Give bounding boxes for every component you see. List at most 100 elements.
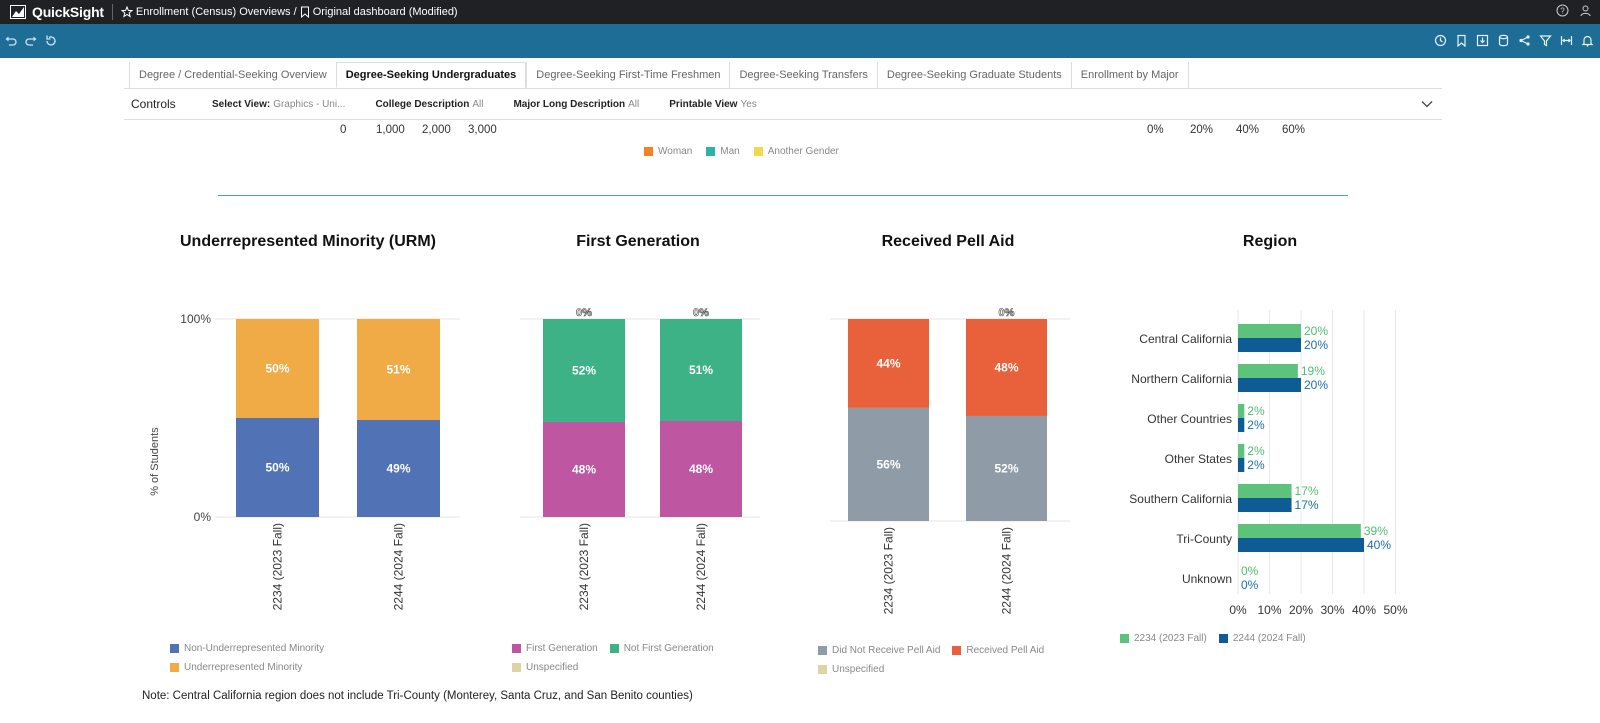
bell-icon[interactable]	[1581, 34, 1594, 47]
tab-graduate-students[interactable]: Degree-Seeking Graduate Students	[876, 62, 1071, 88]
major-label: Major Long Description	[513, 99, 626, 110]
x-tick: 1,000	[376, 124, 405, 136]
fit-width-icon[interactable]	[1560, 34, 1573, 47]
data-label: 44%	[876, 356, 900, 370]
data-label: 20%	[1304, 338, 1328, 352]
printable-view-control[interactable]: Printable View Yes	[669, 98, 757, 110]
legend-swatch	[512, 644, 521, 653]
export-icon[interactable]	[1476, 34, 1489, 47]
legend-label: Another Gender	[767, 146, 839, 157]
college-label: College Description	[375, 99, 470, 110]
y-category-label: Northern California	[1131, 372, 1232, 386]
reset-icon[interactable]	[44, 34, 58, 48]
bar-segment	[543, 319, 625, 422]
bar	[1238, 338, 1301, 352]
redo-icon[interactable]	[24, 34, 38, 48]
bookmark-toolbar-icon[interactable]	[1455, 34, 1468, 47]
data-label: 0%	[999, 307, 1015, 319]
filter-icon[interactable]	[1539, 34, 1552, 47]
y-category-label: Other Countries	[1147, 412, 1232, 426]
bar-segment	[357, 419, 440, 517]
x-tick: 50%	[1383, 603, 1407, 617]
legend-label: Unspecified	[526, 662, 579, 673]
bar	[1238, 444, 1245, 458]
breadcrumb-analysis[interactable]: Enrollment (Census) Overviews /	[135, 6, 297, 18]
legend-swatch	[170, 644, 179, 653]
tab-credential-seeking-overview[interactable]: Degree / Credential-Seeking Overview	[129, 62, 336, 88]
legend-label: Not First Generation	[623, 643, 714, 654]
legend-item-first-generation[interactable]: First Generation	[512, 643, 598, 654]
legend-item-man[interactable]: Man	[706, 146, 740, 157]
data-label: 48%	[994, 360, 1018, 374]
legend-item-unspecified[interactable]: Unspecified	[512, 662, 714, 673]
controls-title: Controls	[131, 97, 176, 111]
legend-item-non-urm[interactable]: Non-Underrepresented Minority	[170, 643, 324, 654]
data-label: 20%	[1304, 324, 1328, 338]
data-label: 17%	[1295, 484, 1319, 498]
legend-item-did-not-receive-pell[interactable]: Did Not Receive Pell Aid	[818, 645, 940, 656]
pell-chart-title: Received Pell Aid	[881, 233, 1015, 250]
tab-enrollment-by-major[interactable]: Enrollment by Major	[1070, 62, 1189, 88]
section-divider	[218, 195, 1348, 196]
divider	[111, 4, 113, 20]
undo-icon[interactable]	[4, 34, 18, 48]
user-icon[interactable]	[1579, 4, 1592, 17]
legend-swatch	[706, 147, 716, 156]
data-label: 0%	[576, 307, 592, 319]
printable-value: Yes	[740, 99, 757, 110]
legend-swatch	[1120, 634, 1129, 643]
bar	[1238, 418, 1245, 432]
legend-item-received-pell[interactable]: Received Pell Aid	[952, 645, 1044, 656]
data-label: 0%	[693, 307, 709, 319]
data-label: 51%	[689, 363, 713, 377]
tab-transfers[interactable]: Degree-Seeking Transfers	[729, 62, 876, 88]
footnote: Note: Central California region does not…	[142, 690, 693, 702]
bar-segment	[236, 319, 319, 418]
legend-item-woman[interactable]: Woman	[644, 146, 692, 157]
tab-first-time-freshmen[interactable]: Degree-Seeking First-Time Freshmen	[526, 62, 729, 88]
toolbar	[0, 24, 1600, 58]
data-label: 51%	[386, 362, 410, 376]
bar-segment	[848, 319, 929, 408]
region-legend: 2234 (2023 Fall) 2244 (2024 Fall)	[1120, 633, 1306, 652]
major-control[interactable]: Major Long Description All	[513, 98, 639, 110]
x-tick: 0	[340, 124, 347, 136]
x-tick: 30%	[1320, 603, 1344, 617]
select-view-control[interactable]: Select View: Graphics - Uni...	[212, 98, 345, 110]
clock-icon[interactable]	[1434, 34, 1447, 47]
legend-item-not-first-generation[interactable]: Not First Generation	[609, 643, 714, 654]
data-label: 40%	[1367, 538, 1391, 552]
breadcrumb-sheet[interactable]: Original dashboard (Modified)	[312, 6, 458, 18]
legend-item-2023-fall[interactable]: 2234 (2023 Fall)	[1120, 633, 1207, 644]
x-tick: 10%	[1257, 603, 1281, 617]
x-tick: 3,000	[468, 124, 497, 136]
college-control[interactable]: College Description All	[375, 98, 483, 110]
breadcrumb: Enrollment (Census) Overviews / Original…	[120, 6, 461, 18]
quicksight-logo[interactable]: QuickSight	[0, 0, 104, 24]
legend-item-2024-fall[interactable]: 2244 (2024 Fall)	[1218, 633, 1306, 644]
legend-item-another-gender[interactable]: Another Gender	[753, 146, 839, 157]
y-axis-label: % of Students	[149, 427, 161, 496]
dataset-icon[interactable]	[1497, 34, 1510, 47]
data-label: 20%	[1304, 378, 1328, 392]
y-category-label: Unknown	[1182, 572, 1232, 586]
bar	[1238, 524, 1361, 538]
legend-label: Non-Underrepresented Minority	[184, 643, 325, 654]
help-icon[interactable]: ?	[1556, 4, 1569, 17]
legend-item-urm[interactable]: Underrepresented Minority	[170, 662, 324, 673]
region-chart-title: Region	[1242, 233, 1298, 250]
bar	[1238, 484, 1292, 498]
legend-label: First Generation	[526, 643, 598, 654]
x-tick: 0%	[1229, 603, 1247, 617]
tab-degree-seeking-undergraduates[interactable]: Degree-Seeking Undergraduates	[335, 62, 527, 88]
share-icon[interactable]	[1518, 34, 1531, 47]
legend-item-unspecified[interactable]: Unspecified	[818, 664, 1044, 675]
legend-label: 2244 (2024 Fall)	[1232, 633, 1306, 644]
star-icon[interactable]	[120, 6, 133, 18]
bar	[1238, 404, 1245, 418]
data-label: 0%	[1241, 578, 1259, 592]
chevron-down-icon[interactable]	[1420, 97, 1434, 111]
bar	[1238, 364, 1298, 378]
bar-segment	[357, 319, 440, 420]
bar-segment	[660, 319, 742, 421]
